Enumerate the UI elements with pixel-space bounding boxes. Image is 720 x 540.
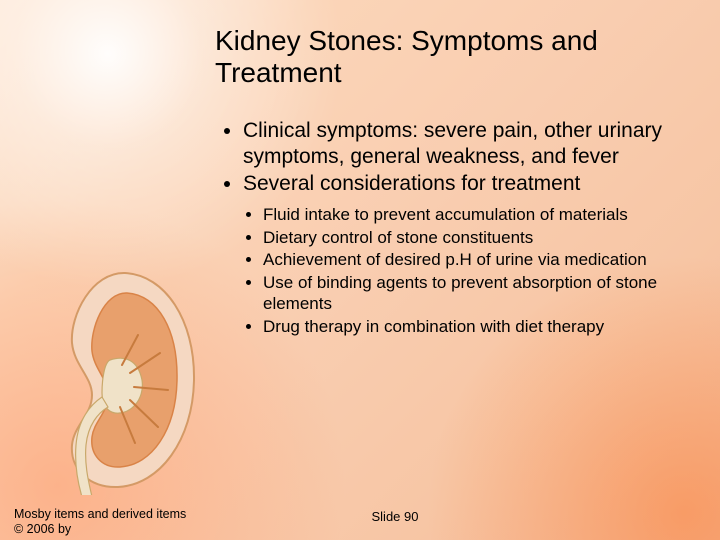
bullet-list-lvl1: Clinical symptoms: severe pain, other ur…: [215, 118, 695, 197]
slide-number-text: Slide 90: [372, 509, 419, 524]
kidney-icon: [30, 265, 200, 495]
slide-title: Kidney Stones: Symptoms and Treatment: [215, 25, 675, 89]
bullet-lvl2: Dietary control of stone constituents: [263, 228, 695, 249]
content-area: Clinical symptoms: severe pain, other ur…: [215, 118, 695, 339]
bullet-lvl2: Achievement of desired p.H of urine via …: [263, 250, 695, 271]
bullet-lvl1: Several considerations for treatment: [243, 171, 695, 197]
bullet-lvl2: Use of binding agents to prevent absorpt…: [263, 273, 695, 314]
bullet-list-lvl2: Fluid intake to prevent accumulation of …: [215, 205, 695, 337]
slide: Kidney Stones: Symptoms and Treatment Cl…: [0, 0, 720, 540]
kidney-illustration: [30, 265, 200, 495]
footer-slide-number: Slide 90: [0, 509, 720, 524]
bullet-lvl2: Fluid intake to prevent accumulation of …: [263, 205, 695, 226]
bullet-lvl1: Clinical symptoms: severe pain, other ur…: [243, 118, 695, 169]
bullet-lvl2: Drug therapy in combination with diet th…: [263, 317, 695, 338]
